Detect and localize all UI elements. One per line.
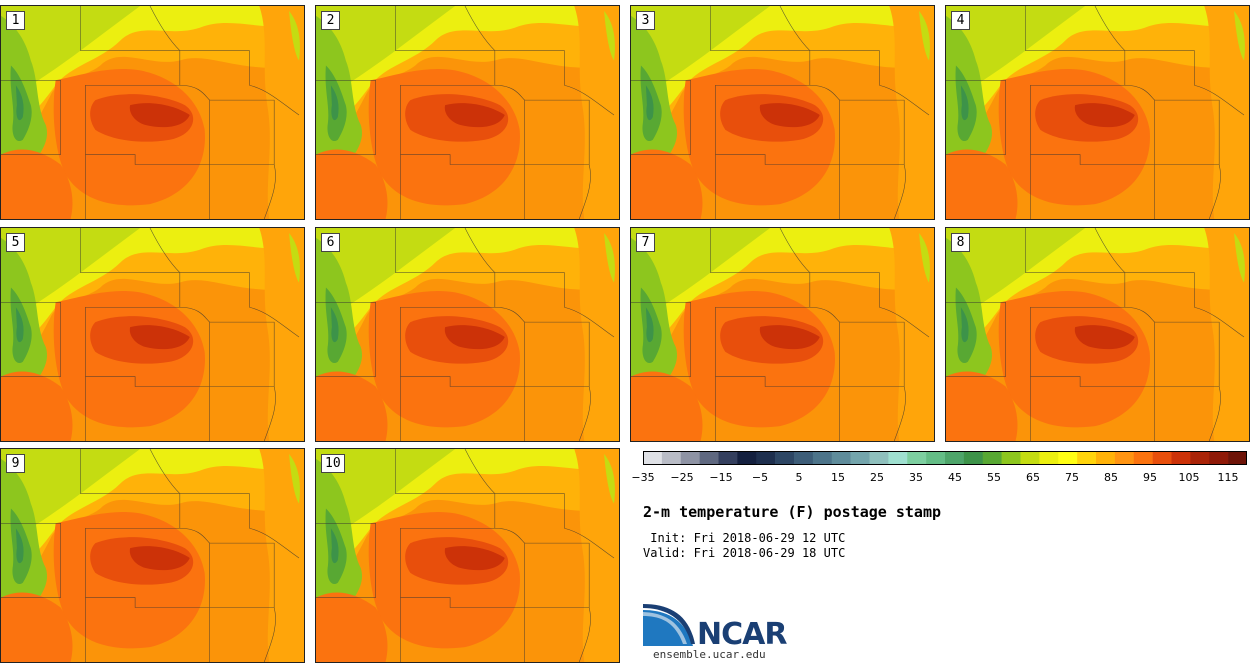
colorbar-tick-label: 35 [909, 471, 923, 484]
init-time: Init: Fri 2018-06-29 12 UTC [643, 531, 846, 545]
colorbar-bin [869, 451, 889, 465]
colorbar-bin [831, 451, 851, 465]
map-panel: 2 [315, 5, 620, 220]
colorbar-bin [907, 451, 927, 465]
colorbar-bin [850, 451, 870, 465]
colorbar-bin [982, 451, 1002, 465]
map-panel: 6 [315, 227, 620, 442]
site-url: ensemble.ucar.edu [653, 648, 766, 661]
colorbar-bin [1209, 451, 1229, 465]
colorbar-bin [1039, 451, 1059, 465]
panel-number: 8 [951, 233, 970, 252]
colorbar-bin [926, 451, 946, 465]
map-panel: 3 [630, 5, 935, 220]
colorbar-tick-label: 5 [795, 471, 803, 484]
colorbar-tick-label: 45 [948, 471, 962, 484]
chart-title: 2-m temperature (F) postage stamp [643, 503, 942, 521]
colorbar-tick-label: 25 [870, 471, 884, 484]
colorbar-bin [963, 451, 984, 465]
map-panel: 8 [945, 227, 1250, 442]
panel-number: 2 [321, 11, 340, 30]
colorbar-bin [643, 451, 663, 465]
colorbar-bin [718, 451, 738, 465]
colorbar-bin [794, 451, 814, 465]
colorbar-bin [1020, 451, 1040, 465]
map-panel: 1 [0, 5, 305, 220]
panel-number: 9 [6, 454, 25, 473]
panel-number: 1 [6, 11, 25, 30]
colorbar-bin [680, 451, 700, 465]
valid-time: Valid: Fri 2018-06-29 18 UTC [643, 546, 846, 560]
colorbar-bin [1133, 451, 1153, 465]
colorbar-bin [756, 451, 776, 465]
panel-number: 10 [321, 454, 345, 473]
colorbar-tick-label: 55 [987, 471, 1001, 484]
colorbar-bin [945, 451, 965, 465]
map-panel: 7 [630, 227, 935, 442]
colorbar-bin [1096, 451, 1116, 465]
map-panel: 9 [0, 448, 305, 663]
colorbar-bin [1171, 451, 1191, 465]
map-panel: 4 [945, 5, 1250, 220]
panel-number: 5 [6, 233, 25, 252]
colorbar-bin [1190, 451, 1210, 465]
colorbar-bin [1152, 451, 1172, 465]
colorbar-bin [1228, 451, 1247, 465]
colorbar-bin [699, 451, 719, 465]
map-panel: 10 [315, 448, 620, 663]
colorbar-tick-label: 15 [831, 471, 845, 484]
map-panel: 5 [0, 227, 305, 442]
colorbar-bin [1077, 451, 1097, 465]
panel-number: 7 [636, 233, 655, 252]
colorbar-tick-label: −15 [709, 471, 733, 484]
panel-number: 4 [951, 11, 970, 30]
colorbar-bin [737, 451, 757, 465]
colorbar-bin [1058, 451, 1078, 465]
panel-number: 6 [321, 233, 340, 252]
colorbar-tick-label: 85 [1104, 471, 1118, 484]
colorbar-bin [775, 451, 795, 465]
ncar-logo-icon [643, 604, 695, 646]
colorbar-bin [1001, 451, 1021, 465]
colorbar-tick-label: 75 [1065, 471, 1079, 484]
panel-number: 3 [636, 11, 655, 30]
colorbar-tick-label: 95 [1143, 471, 1157, 484]
colorbar-tick-label: −5 [751, 471, 769, 484]
colorbar-tick-label: 105 [1178, 471, 1200, 484]
ncar-logo-text: NCAR [697, 617, 787, 652]
colorbar-tick-label: −35 [631, 471, 655, 484]
colorbar-bin [812, 451, 833, 465]
temperature-colorbar [643, 451, 1247, 465]
colorbar-tick-label: 65 [1026, 471, 1040, 484]
colorbar-bin [661, 451, 682, 465]
colorbar-tick-label: −25 [670, 471, 694, 484]
colorbar-tick-label: 115 [1217, 471, 1239, 484]
colorbar-bin [888, 451, 908, 465]
colorbar-bin [1114, 451, 1135, 465]
